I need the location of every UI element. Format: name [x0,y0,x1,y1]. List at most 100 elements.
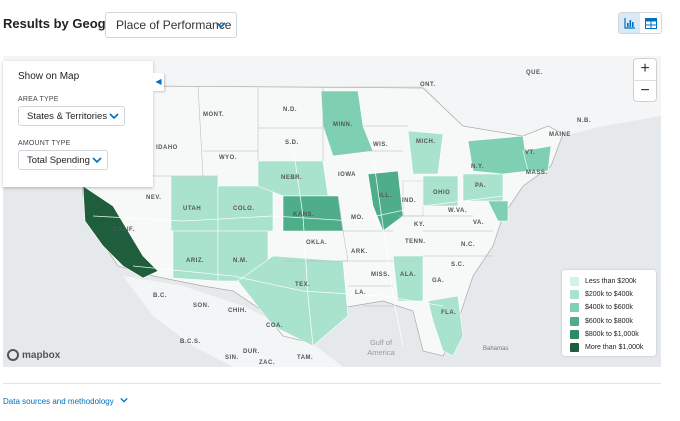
map-label-la: LA. [355,290,366,296]
legend-swatch [570,316,579,326]
legend-swatch [570,303,579,313]
map-label-zac: ZAC. [259,360,275,366]
data-sources-label: Data sources and methodology [3,397,114,406]
legend-label: $400k to $600k [585,304,633,312]
map-label-ill: ILL. [379,193,392,199]
map-label-vt: VT. [525,150,535,156]
collapse-panel-button[interactable]: ◀ [153,73,164,91]
dropdown-label: Place of Performance [116,18,232,32]
legend-label: Less than $200k [585,278,637,286]
map-label-nm: N.M. [233,258,248,264]
area-type-value: States & Territories [27,111,108,122]
map-label-ga: GA. [432,278,444,284]
legend-swatch [570,329,579,339]
map-label-mich: MICH. [416,139,436,145]
map-label-gulf-line1: Gulf of [370,338,393,347]
map-label-bahamas: Bahamas [483,346,508,352]
chevron-down-icon [109,113,119,120]
legend-swatch [570,277,579,287]
map-label-kans: KANS. [293,212,314,218]
map-label-sin: SIN. [225,355,239,361]
map-label-dur: DUR. [243,349,260,355]
map-label-colo: COLO. [233,206,255,212]
chevron-down-icon [92,157,102,164]
us-map: ONT. QUE. N.B. MAINE VT. MASS. MONT. N.D… [3,56,661,367]
amount-type-select[interactable]: Total Spending [18,150,108,170]
map-label-ky: KY. [414,222,425,228]
legend-label: More than $1,000k [585,344,644,352]
map-label-que: QUE. [526,70,543,76]
mapbox-text: mapbox [22,349,61,361]
map-label-wyo: WYO. [219,155,237,161]
bar-chart-icon [623,18,635,29]
legend-item: $800k to $1,000k [570,328,656,341]
data-sources-link[interactable]: Data sources and methodology [3,396,128,406]
legend-item: More than $1,000k [570,341,656,354]
legend-swatch [570,290,579,300]
legend-item: $200k to $400k [570,288,656,301]
map-legend: Less than $200k $200k to $400k $400k to … [562,270,656,356]
table-icon [644,17,657,29]
map-label-minn: MINN. [333,122,353,128]
table-view-button[interactable] [640,13,661,33]
map-label-nebr: NEBR. [281,175,302,181]
legend-label: $200k to $400k [585,291,633,299]
map-label-nd: N.D. [283,107,297,113]
bar-chart-view-button[interactable] [619,13,640,33]
chevron-down-icon [216,22,226,29]
map-label-ohio: OHIO [433,190,450,196]
zoom-controls: + − [634,59,656,101]
map-label-fla: FLA. [441,310,456,316]
legend-swatch [570,343,579,353]
map-label-ark: ARK. [351,249,368,255]
map-label-mo: MO. [351,215,364,221]
legend-label: $600k to $800k [585,317,633,325]
legend-item: $400k to $600k [570,301,656,314]
map-options-panel: ◀ Show on Map AREA TYPE States & Territo… [3,61,164,187]
map-label-pa: PA. [475,183,486,189]
geography-type-dropdown[interactable]: Place of Performance [105,12,237,38]
view-toggle [618,12,662,34]
zoom-out-button[interactable]: − [634,80,656,101]
amount-type-value: Total Spending [27,155,90,166]
mapbox-logo-icon [7,349,19,361]
area-type-label: AREA TYPE [18,96,59,103]
amount-type-label: AMOUNT TYPE [18,140,71,147]
header: Results by Geography Place of Performanc… [0,0,680,48]
mapbox-attribution[interactable]: mapbox [7,349,60,361]
legend-label: $800k to $1,000k [585,330,639,338]
chevron-left-icon: ◀ [155,77,162,86]
panel-heading: Show on Map [18,71,80,82]
map-label-utah: UTAH [183,206,201,212]
divider [3,383,661,384]
map-label-calif: CALIF. [113,227,135,233]
map-label-bc: B.C. [153,293,167,299]
map-label-maine: MAINE [549,132,571,138]
map-label-bcs: B.C.S. [180,339,201,345]
map-label-sd: S.D. [285,140,299,146]
map-label-ala: ALA. [400,272,416,278]
map-label-nev: NEV. [146,195,161,201]
map-label-ny: N.Y. [471,164,484,170]
chevron-down-icon [120,397,128,403]
map-label-nb: N.B. [577,118,591,124]
map-label-wva: W.VA. [448,208,467,214]
map-label-okla: OKLA. [306,240,327,246]
map-label-ariz: ARIZ. [186,258,204,264]
map-label-ind: IND. [402,198,416,204]
map-label-nc: N.C. [461,242,475,248]
map-label-sc: S.C. [451,262,465,268]
map-label-mont: MONT. [203,112,224,118]
area-type-select[interactable]: States & Territories [18,106,125,126]
map-label-wis: WIS. [373,142,388,148]
map-label-miss: MISS. [371,272,390,278]
zoom-in-button[interactable]: + [640,60,650,77]
map-label-ont: ONT. [420,82,436,88]
legend-item: Less than $200k [570,275,656,288]
map-label-va: VA. [473,220,484,226]
map-label-chih: CHIH. [228,308,247,314]
map-label-tenn: TENN. [405,239,426,245]
map-label-tam: TAM. [297,355,313,361]
map-label-son: SON. [193,303,210,309]
map-label-mass: MASS. [526,170,548,176]
